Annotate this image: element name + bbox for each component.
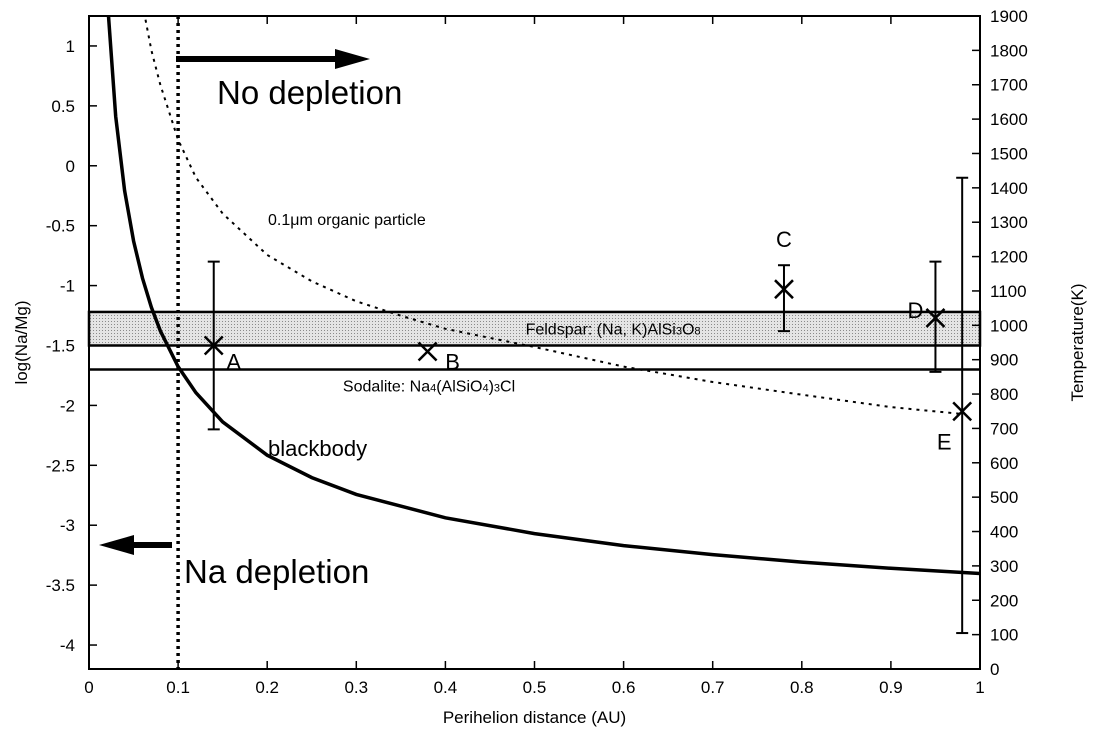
y-axis-title: log(Na/Mg) [12, 300, 31, 384]
y2-tick-label-4: 1500 [990, 144, 1028, 163]
x-tick-label-0: 0 [84, 678, 93, 697]
y2-tick-label-12: 700 [990, 419, 1018, 438]
x-tick-label-10: 1 [975, 678, 984, 697]
x-tick-label-4: 0.4 [434, 678, 458, 697]
point-marker-D [925, 308, 946, 328]
bands-layer [87, 310, 982, 371]
x-tick-label-8: 0.8 [790, 678, 814, 697]
y2-tick-label-15: 400 [990, 523, 1018, 542]
point-label-C: C [776, 227, 792, 252]
y2-tick-label-1: 1800 [990, 41, 1028, 60]
point-marker-E [952, 401, 973, 422]
annotation-na-depletion: Na depletion [184, 553, 369, 590]
point-marker-A [203, 335, 224, 356]
y2-tick-label-11: 800 [990, 385, 1018, 404]
point-label-E: E [937, 429, 952, 454]
series-line-1 [143, 16, 963, 415]
x-tick-label-3: 0.3 [344, 678, 368, 697]
y2-tick-label-6: 1300 [990, 213, 1028, 232]
x-axis-title: Perihelion distance (AU) [443, 708, 626, 727]
sodalite-label: Sodalite: Na4(AlSiO4)3Cl [343, 378, 515, 395]
y-tick-label-4: -1 [60, 277, 75, 296]
annotation-blackbody: blackbody [268, 436, 367, 461]
x-tick-label-2: 0.2 [255, 678, 279, 697]
point-label-D: D [908, 298, 924, 323]
point-label-B: B [445, 349, 460, 374]
arrow-left-head [99, 535, 134, 555]
y2-tick-label-2: 1700 [990, 76, 1028, 95]
y2-tick-label-16: 300 [990, 557, 1018, 576]
x-tick-label-7: 0.7 [701, 678, 725, 697]
point-label-A: A [226, 349, 241, 374]
y-tick-label-9: -3.5 [46, 576, 75, 595]
y2-tick-label-17: 200 [990, 591, 1018, 610]
y-tick-label-2: 0 [66, 157, 75, 176]
y2-tick-label-10: 900 [990, 351, 1018, 370]
point-marker-B [417, 341, 438, 362]
y2-tick-label-9: 1000 [990, 316, 1028, 335]
y2-tick-label-19: 0 [990, 660, 999, 679]
point-marker-C [774, 279, 794, 300]
y-tick-label-1: 0.5 [51, 97, 75, 116]
y2-tick-label-8: 1100 [990, 282, 1027, 301]
y-tick-label-5: -1.5 [46, 336, 75, 355]
y-tick-label-0: 1 [66, 37, 75, 56]
text-layer: Feldspar: (Na, K)AlSi3O8 Sodalite: Na4(Al… [99, 49, 952, 590]
y2-tick-label-18: 100 [990, 626, 1018, 645]
y2-tick-label-14: 500 [990, 488, 1018, 507]
y2-axis-title: Temperature(K) [1068, 283, 1087, 401]
feldspar-label: Feldspar: (Na, K)AlSi3O8 [526, 322, 701, 339]
y2-tick-label-3: 1600 [990, 110, 1028, 129]
y2-tick-label-13: 600 [990, 454, 1018, 473]
x-tick-label-6: 0.6 [612, 678, 636, 697]
y-tick-label-8: -3 [60, 516, 75, 535]
arrow-right-head [335, 49, 370, 69]
y2-tick-label-7: 1200 [990, 248, 1028, 267]
y2-tick-label-5: 1400 [990, 179, 1028, 198]
y-tick-label-3: -0.5 [46, 217, 75, 236]
annotation-no-depletion: No depletion [217, 74, 402, 111]
y-tick-label-7: -2.5 [46, 456, 75, 475]
axes-layer: 0 0.1 0.2 0.3 0.4 0.5 0.6 0.7 0.8 0.9 1 1 0.5 0 -0.5 -1… [12, 7, 1087, 727]
lines-layer [106, 16, 980, 669]
points-layer [203, 176, 973, 635]
x-tick-label-9: 0.9 [879, 678, 903, 697]
y2-tick-label-0: 1900 [990, 7, 1028, 26]
x-tick-label-1: 0.1 [166, 678, 190, 697]
y-tick-label-10: -4 [60, 636, 75, 655]
x-tick-label-5: 0.5 [523, 678, 547, 697]
series-line-0 [106, 16, 980, 576]
annotation-organic: 0.1μm organic particle [268, 212, 426, 229]
y-tick-label-6: -2 [60, 396, 75, 415]
